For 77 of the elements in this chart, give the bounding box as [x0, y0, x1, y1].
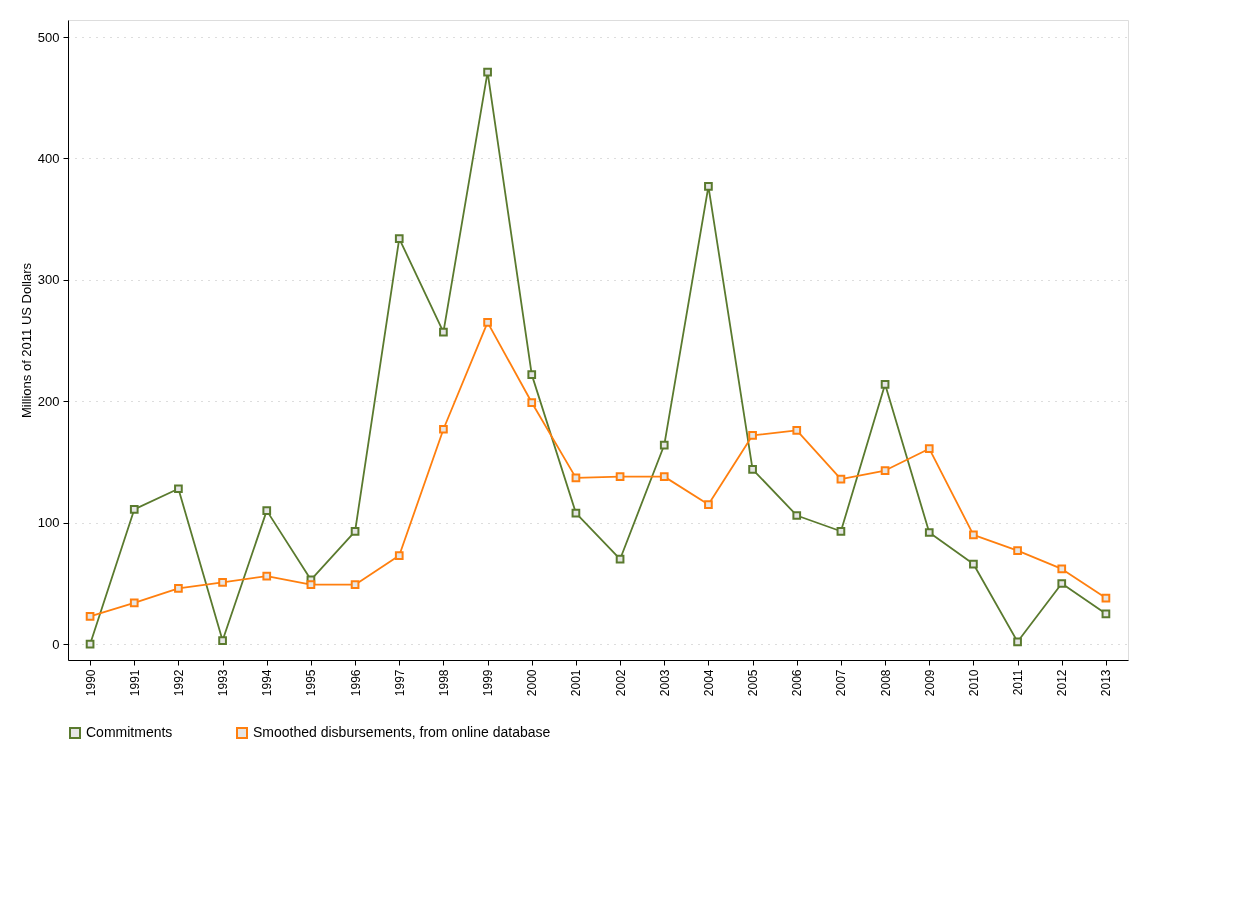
x-tick-label: 2003	[657, 669, 672, 697]
point	[218, 577, 227, 587]
x-tick-label: 1991	[127, 669, 142, 697]
point	[439, 424, 448, 434]
legend-label: Commitments	[86, 724, 173, 740]
y-tick-label: 200	[37, 393, 60, 409]
x-tick-label: 1999	[481, 669, 496, 697]
x-tick-label: 1996	[348, 669, 363, 697]
point	[969, 559, 978, 569]
point	[836, 526, 846, 536]
point	[792, 426, 802, 435]
x-tick-label: 2006	[790, 669, 805, 697]
x-tick-label: 2007	[834, 669, 849, 697]
x-tick-label: 1994	[260, 669, 275, 697]
point	[483, 318, 492, 327]
x-tick-label: 1993	[216, 669, 231, 697]
point	[262, 506, 272, 515]
point	[218, 636, 227, 645]
point	[969, 530, 978, 540]
point	[880, 379, 890, 389]
y-tick-label: 500	[37, 29, 60, 45]
x-tick-label: 1997	[392, 669, 407, 697]
point	[792, 511, 802, 520]
point	[615, 554, 625, 564]
x-tick-label: 1995	[304, 669, 319, 697]
point	[924, 528, 934, 537]
point	[1013, 637, 1022, 647]
point	[174, 484, 183, 494]
point	[129, 505, 139, 514]
point	[1057, 564, 1067, 574]
point	[85, 611, 95, 621]
x-tick-label: 2004	[701, 669, 716, 697]
point	[1013, 546, 1022, 556]
point	[306, 580, 316, 590]
point	[439, 327, 448, 337]
y-tick-label: 300	[37, 272, 60, 288]
point	[527, 370, 537, 379]
x-tick-label: 2011	[1011, 669, 1026, 696]
point	[704, 500, 713, 509]
y-axis-title: Millions of 2011 US Dollars	[18, 262, 34, 419]
point	[394, 234, 404, 243]
x-tick-label: 1998	[436, 669, 451, 697]
point	[571, 473, 581, 483]
point	[1057, 579, 1067, 588]
x-tick-label: 2012	[1055, 669, 1070, 697]
point	[880, 466, 890, 475]
point	[483, 67, 492, 77]
point	[85, 639, 95, 649]
point	[659, 440, 669, 450]
point	[659, 472, 669, 481]
x-tick-label: 2013	[1099, 669, 1114, 697]
x-tick-label: 2001	[569, 669, 584, 697]
point	[350, 580, 360, 590]
legend-label: Smoothed disbursements, from online database	[253, 724, 551, 740]
x-tick-label: 2005	[746, 669, 761, 697]
point	[748, 464, 757, 474]
point	[924, 444, 934, 454]
x-tick-label: 2009	[922, 669, 937, 697]
point	[394, 551, 404, 560]
point	[129, 598, 139, 608]
x-tick-label: 2000	[525, 669, 540, 697]
point	[350, 526, 360, 536]
point	[1101, 609, 1111, 619]
x-tick-label: 2002	[613, 669, 628, 697]
point	[262, 571, 272, 581]
point	[174, 584, 183, 593]
point	[527, 398, 537, 407]
x-tick-label: 1992	[171, 669, 186, 697]
y-tick-label: 100	[37, 515, 60, 531]
x-tick-label: 1990	[83, 669, 98, 697]
y-tick-label: 0	[52, 636, 60, 652]
y-tick-label: 400	[37, 150, 60, 166]
point	[704, 182, 713, 191]
point	[748, 430, 757, 440]
x-tick-label: 2008	[878, 669, 893, 697]
point	[615, 472, 625, 481]
x-tick-label: 2010	[966, 669, 981, 697]
